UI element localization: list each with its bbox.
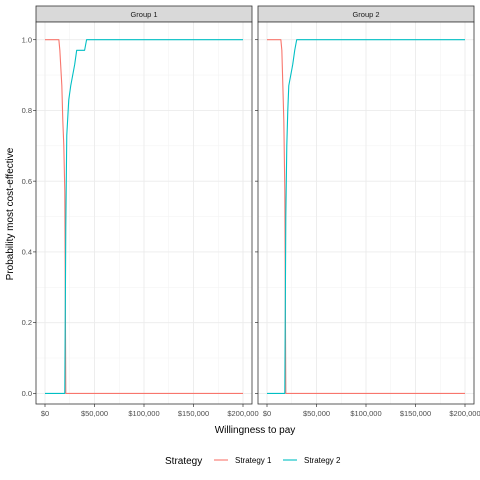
series-line-strategy-1 — [45, 39, 243, 394]
legend-label-1: Strategy 1 — [235, 456, 272, 465]
x-tick-label: $50,000 — [81, 409, 108, 418]
series-line-strategy-2 — [45, 39, 243, 394]
legend-title: Strategy — [165, 456, 202, 467]
y-axis-title: Probability most cost-effective — [5, 147, 16, 280]
y-tick-label: 0.0 — [22, 389, 32, 398]
y-tick-label: 0.4 — [22, 248, 32, 257]
facet-panel-1: Group 1 0.0 0.2 0.4 0.6 0.8 1.0 $0 $50,000 $100,0… — [22, 5, 259, 418]
x-tick-label: $150,000 — [400, 409, 431, 418]
x-tick-label: $0 — [263, 409, 271, 418]
facet-panels: Group 1 0.0 0.2 0.4 0.6 0.8 1.0 $0 $50,000 $100,0… — [22, 5, 480, 418]
y-tick-label: 0.2 — [22, 318, 32, 327]
x-tick-label: $150,000 — [178, 409, 209, 418]
y-tick-label: 1.0 — [22, 35, 32, 44]
facet-strip-label: Group 2 — [352, 10, 379, 19]
x-tick-label: $50,000 — [303, 409, 330, 418]
x-tick-label: $100,000 — [128, 409, 159, 418]
series-line-strategy-2 — [267, 39, 465, 394]
x-tick-label: $100,000 — [350, 409, 381, 418]
facet-strip-label: Group 1 — [130, 10, 157, 19]
legend: Strategy Strategy 1 Strategy 2 — [165, 456, 341, 467]
facet-panel-2: Group 2 $0 $50,000 $100,000 $150,000 $200,000 — [255, 5, 480, 418]
x-tick-label: $0 — [41, 409, 49, 418]
y-tick-label: 0.6 — [22, 177, 32, 186]
x-tick-label: $200,000 — [449, 409, 480, 418]
series-line-strategy-1 — [267, 39, 465, 394]
y-tick-label: 0.8 — [22, 106, 32, 115]
x-tick-label: $200,000 — [227, 409, 258, 418]
x-axis-title: Willingness to pay — [215, 425, 296, 436]
legend-label-2: Strategy 2 — [304, 456, 341, 465]
